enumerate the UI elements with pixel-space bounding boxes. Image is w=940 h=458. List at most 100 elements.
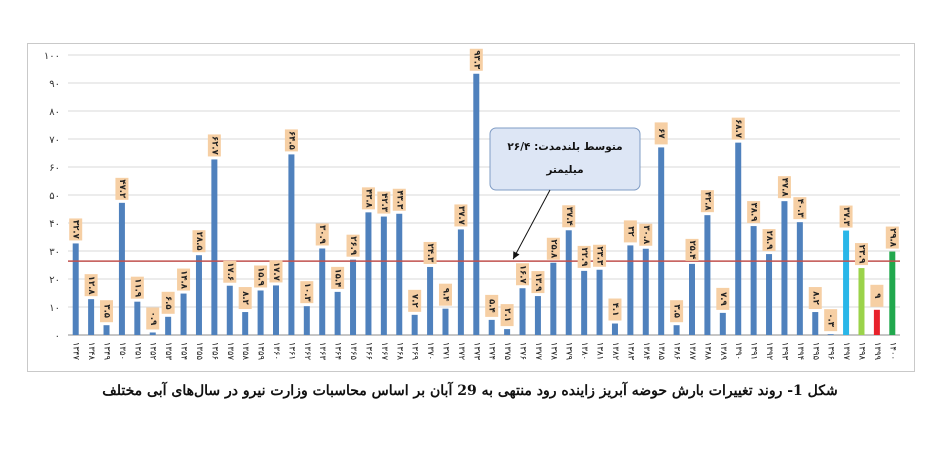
data-label-box xyxy=(593,244,607,267)
bar xyxy=(689,263,695,335)
x-tick-label: ۱۳۵۴ xyxy=(179,342,189,360)
data-label-box xyxy=(500,304,514,327)
data-label-box xyxy=(207,134,221,157)
y-tick-label: ۵۰ xyxy=(49,191,60,202)
data-label: ۱۵.۴ xyxy=(331,266,345,289)
data-label-text: ۶.۵ xyxy=(163,296,173,310)
x-tick-label: ۱۳۸۳ xyxy=(625,342,635,361)
bar xyxy=(442,308,449,335)
data-label: ۳۸.۹ xyxy=(747,201,761,224)
bar xyxy=(380,216,387,335)
data-label-box xyxy=(485,294,499,317)
bar xyxy=(581,270,588,335)
data-label: ۶۸.۷ xyxy=(731,117,745,140)
y-tick-label: ۱۰ xyxy=(49,303,60,314)
bar xyxy=(319,248,326,335)
data-label-text: ۱۷.۶ xyxy=(225,262,235,281)
data-label-text: ۱۵.۴ xyxy=(333,268,343,287)
bar xyxy=(766,254,773,335)
data-label-box xyxy=(731,117,745,140)
data-label: ۱۶.۷ xyxy=(516,263,530,286)
data-label-text: ۳۰.۹ xyxy=(317,225,327,245)
data-label-text: ۸.۲ xyxy=(810,291,820,305)
data-label: ۴۷.۸ xyxy=(777,176,791,199)
data-label-text: ۳۲ xyxy=(625,226,635,237)
data-label-box xyxy=(238,287,252,310)
data-label-text: ۴۷.۲ xyxy=(117,179,127,199)
bar xyxy=(611,323,618,335)
x-tick-label: ۱۳۸۲ xyxy=(610,342,620,361)
x-tick-label: ۱۳۴۹ xyxy=(102,342,112,361)
data-label-box xyxy=(824,309,838,332)
data-label: ۳.۵ xyxy=(100,300,114,323)
data-label-box xyxy=(700,190,714,213)
data-label: ۴۲.۳ xyxy=(377,191,391,214)
data-label-box xyxy=(670,300,684,323)
figure-caption: شکل 1- روند تغییرات بارش حوضه آبریز زاین… xyxy=(102,383,838,399)
data-label: ۵.۴ xyxy=(485,294,499,317)
data-label-text: ۰.۳ xyxy=(826,313,836,327)
x-tick-label: ۱۳۸۵ xyxy=(656,342,666,361)
data-label: ۳۰.۹ xyxy=(315,223,329,246)
data-label: ۳۷.۳ xyxy=(839,205,853,228)
data-label-text: ۳۲.۷ xyxy=(71,220,81,240)
data-label-box xyxy=(747,201,761,224)
data-label: ۴۳.۸ xyxy=(361,187,375,210)
data-label: ۱۰.۳ xyxy=(300,281,314,304)
x-tick-label: ۱۳۶۱ xyxy=(286,342,296,360)
x-tick-label: ۱۳۷۹ xyxy=(564,342,574,361)
x-tick-label: ۱۳۹۳ xyxy=(779,342,789,361)
data-label: ۶۲.۷ xyxy=(207,134,221,157)
x-tick-label: ۱۳۵۱ xyxy=(132,342,142,360)
data-label-box xyxy=(84,274,98,297)
data-label-box xyxy=(854,243,868,266)
data-label: ۳۷.۷ xyxy=(454,204,468,227)
data-label-text: ۲.۱ xyxy=(502,308,512,322)
bar xyxy=(534,296,541,335)
bar xyxy=(303,306,310,335)
data-label-box xyxy=(531,271,545,294)
data-label: ۱۱.۹ xyxy=(130,276,144,299)
data-label: ۳۷.۴ xyxy=(562,205,576,228)
data-label: ۴۳.۳ xyxy=(392,188,406,211)
data-label-box xyxy=(146,307,160,330)
y-tick-label: ۱۰۰ xyxy=(44,51,60,62)
bar xyxy=(735,142,742,335)
bar xyxy=(457,229,464,335)
x-tick-label: ۱۳۸۷ xyxy=(687,342,697,361)
data-label-box xyxy=(377,191,391,214)
data-label-text: ۲۲.۹ xyxy=(579,247,589,267)
annotation-box xyxy=(489,127,641,191)
bar xyxy=(504,329,511,335)
data-label-box xyxy=(685,238,699,261)
data-label-text: ۴۰.۳ xyxy=(795,199,805,219)
x-tick-label: ۱۳۷۸ xyxy=(548,342,558,361)
x-tick-label: ۱۳۷۵ xyxy=(502,342,512,361)
data-label-text: ۲۳.۹ xyxy=(856,245,866,265)
data-label-text: ۳۰.۸ xyxy=(641,225,651,245)
bar xyxy=(273,285,279,335)
x-tick-label: ۱۳۷۲ xyxy=(456,342,466,361)
data-label-text: ۲۵.۴ xyxy=(687,240,697,259)
data-label-box xyxy=(361,187,375,210)
data-label-box xyxy=(870,284,884,307)
data-label-text: ۳.۵ xyxy=(672,304,682,318)
data-label-text: ۱۷.۷ xyxy=(271,262,281,282)
annotation-line-1: متوسط بلندمدت: ۲۶/۴ xyxy=(507,141,622,153)
data-label: ۷.۹ xyxy=(716,287,730,310)
x-tick-label: ۱۳۷۷ xyxy=(533,342,543,361)
data-label-box xyxy=(161,291,175,314)
data-label-text: ۴۳.۸ xyxy=(363,189,373,209)
bar xyxy=(873,309,880,335)
data-label-text: ۲۸.۹ xyxy=(764,231,774,251)
data-label-box xyxy=(885,226,899,249)
x-tick-label: ۱۳۸۰ xyxy=(579,342,589,360)
x-tick-label: ۱۳۶۲ xyxy=(302,342,312,361)
x-tick-label: ۱۳۶۰ xyxy=(271,342,281,360)
data-label-box xyxy=(716,287,730,310)
bar xyxy=(242,312,249,335)
data-label: ۲۵.۴ xyxy=(685,238,699,261)
data-label-text: ۶۲.۷ xyxy=(209,136,219,156)
data-label: ۲.۱ xyxy=(500,304,514,327)
annotation-arrowhead xyxy=(513,251,520,260)
